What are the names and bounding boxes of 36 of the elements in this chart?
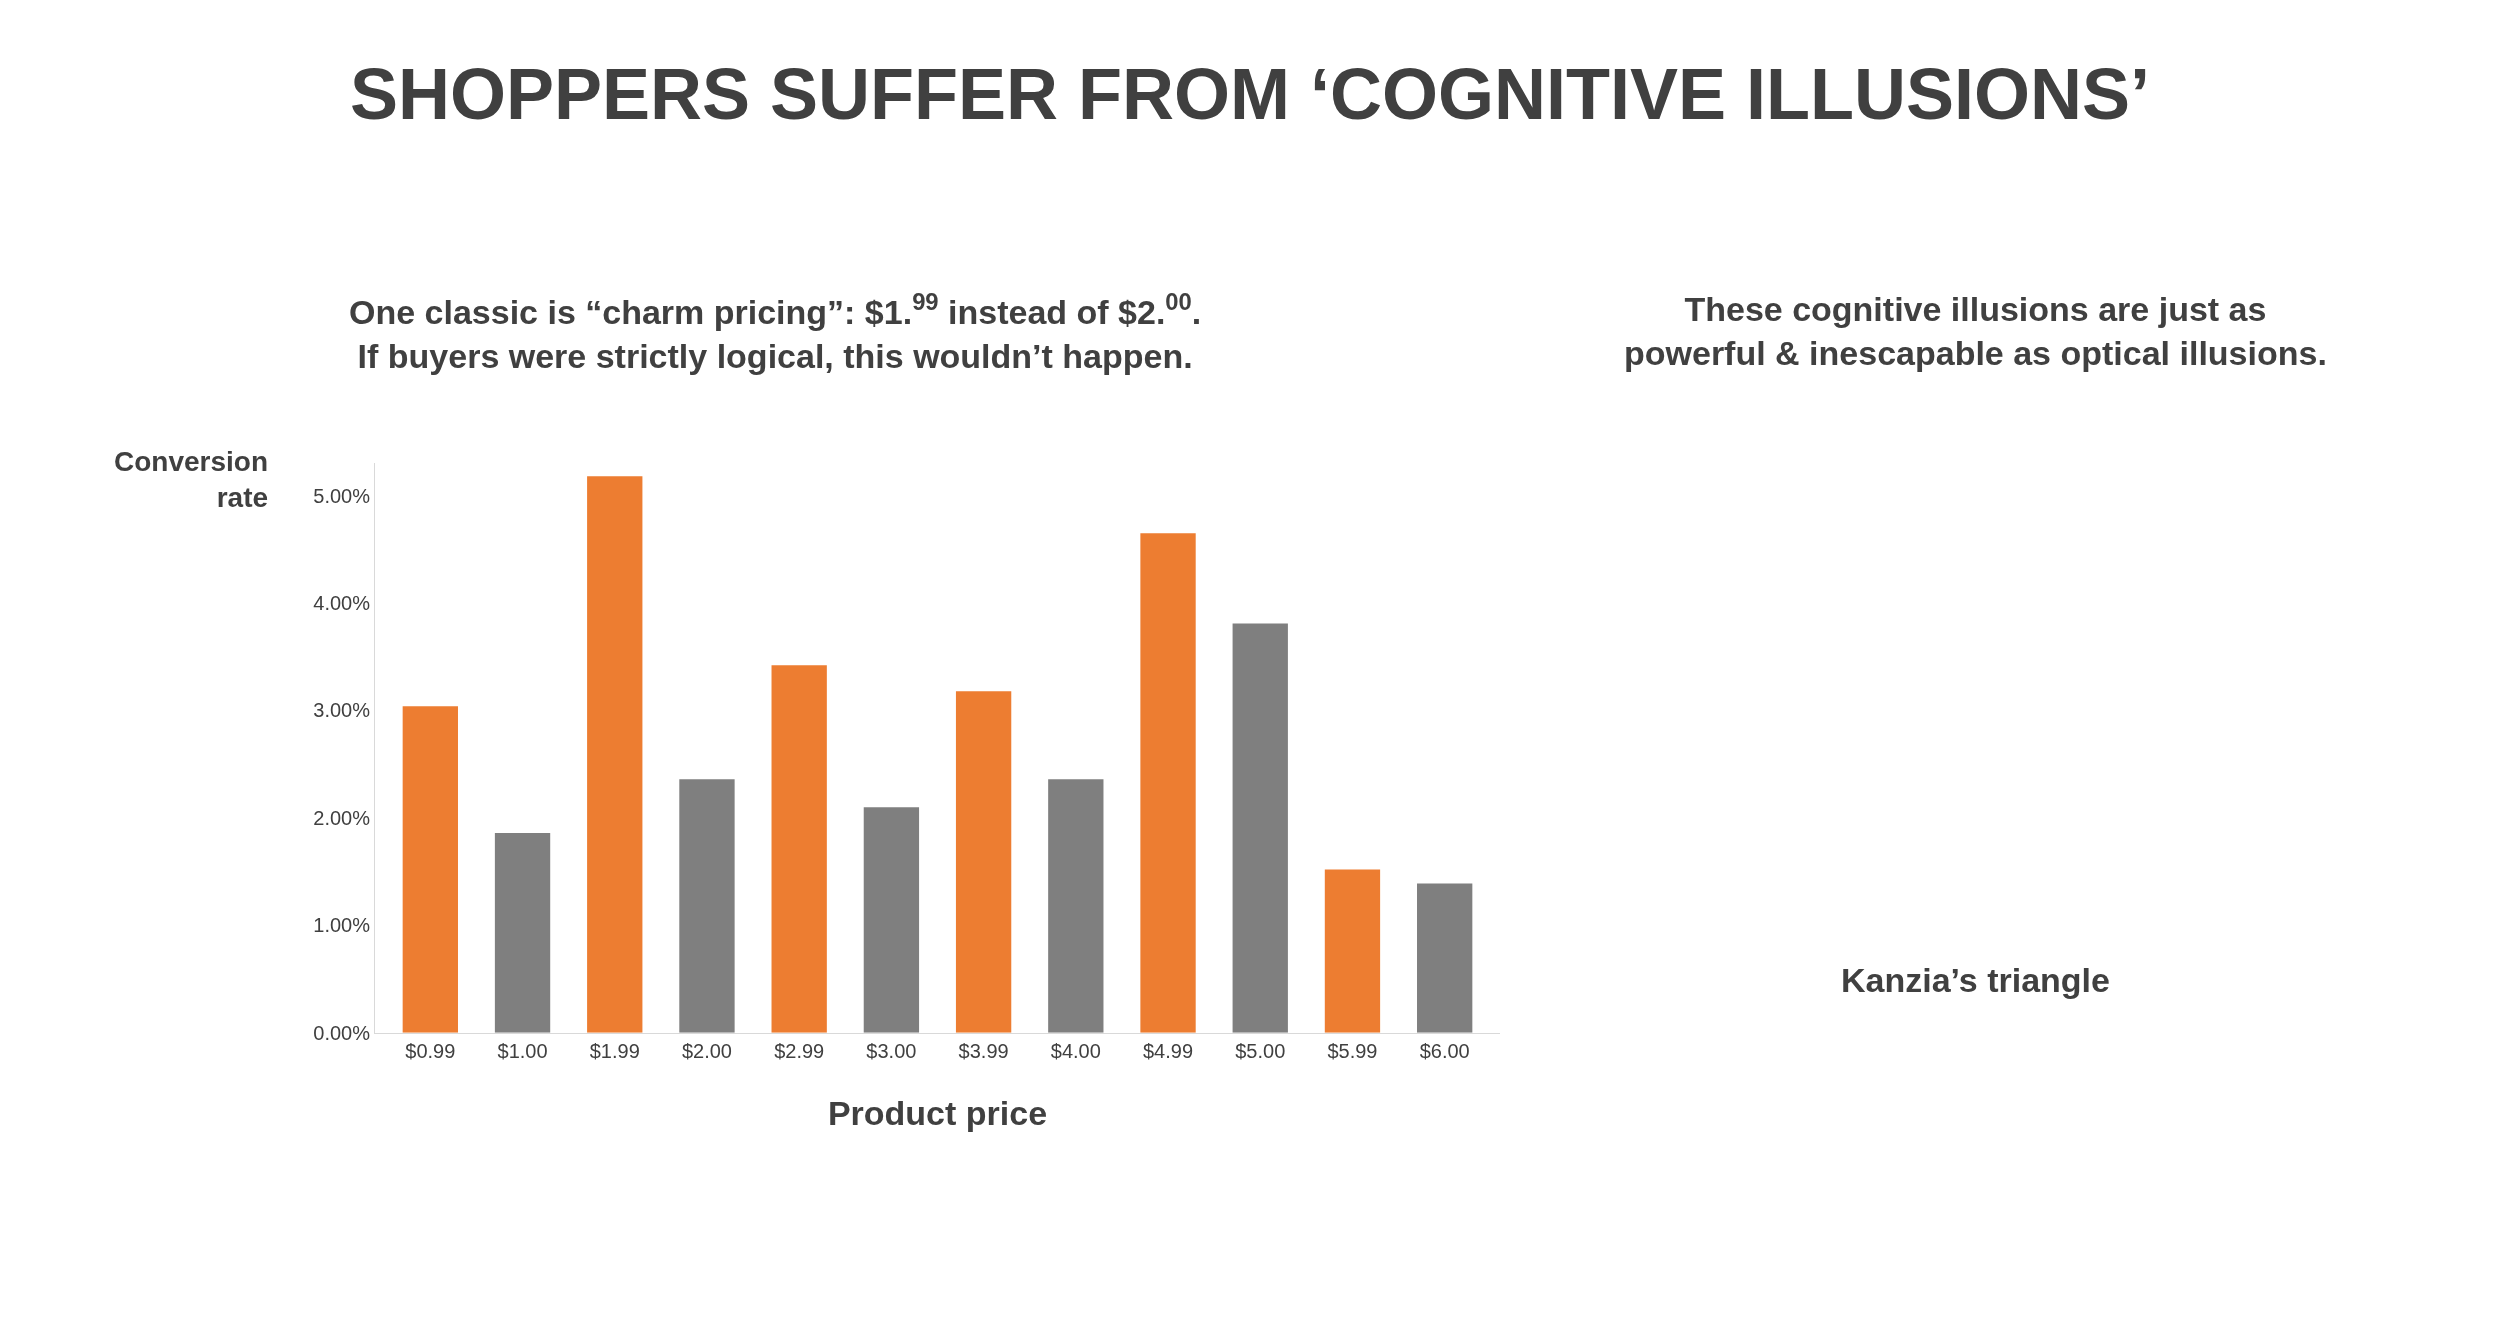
bar — [1417, 883, 1473, 1033]
y-tick-label: 4.00% — [313, 592, 371, 615]
y-tick-label: 5.00% — [313, 484, 371, 507]
x-tick-label: $5.99 — [1327, 1039, 1378, 1062]
bar — [587, 476, 643, 1033]
x-tick-label: $3.99 — [958, 1039, 1009, 1062]
chart-subtitle: One classic is “charm pricing”: $1.$^{99}$ instead of $2.$^{00}$. If buyers were strictly logical, this wouldn’t happen. — [349, 288, 1202, 376]
bar — [1232, 623, 1288, 1033]
bar — [679, 779, 735, 1033]
bar — [402, 706, 458, 1033]
x-tick-label: $3.00 — [866, 1039, 917, 1062]
bar — [1140, 533, 1196, 1033]
x-axis-title: Product price — [827, 1094, 1048, 1133]
x-tick-label: $2.00 — [681, 1039, 732, 1062]
x-tick-label: $4.00 — [1050, 1039, 1101, 1062]
bar — [863, 807, 920, 1033]
x-tick-label: $1.99 — [589, 1039, 640, 1062]
bar — [955, 691, 1012, 1033]
y-axis-title: Conversion rate — [114, 446, 269, 514]
bar — [771, 665, 827, 1033]
text: These cognitive illusions are just as powerful & inescapable as optical illusions. — [1624, 290, 2327, 373]
x-tick-label: $0.99 — [405, 1039, 456, 1062]
y-tick-label: 3.00% — [313, 699, 371, 722]
y-tick-label: 1.00% — [313, 914, 371, 937]
text: Kanzia’s triangle — [1841, 961, 2110, 999]
x-tick-label: $6.00 — [1419, 1039, 1470, 1062]
bar — [494, 832, 551, 1033]
x-tick-label: $1.00 — [497, 1039, 548, 1062]
y-tick-label: 2.00% — [313, 806, 371, 829]
bar — [1324, 869, 1381, 1033]
x-tick-label: $4.99 — [1143, 1039, 1194, 1062]
x-tick-label: $5.00 — [1235, 1039, 1286, 1062]
chart-title: SHOPPERS SUFFER FROM ‘COGNITIVE ILLUSIONS’ — [349, 53, 2151, 134]
x-tick-label: $2.99 — [774, 1039, 825, 1062]
bar — [1048, 779, 1104, 1033]
y-tick-label: 0.00% — [313, 1021, 371, 1044]
